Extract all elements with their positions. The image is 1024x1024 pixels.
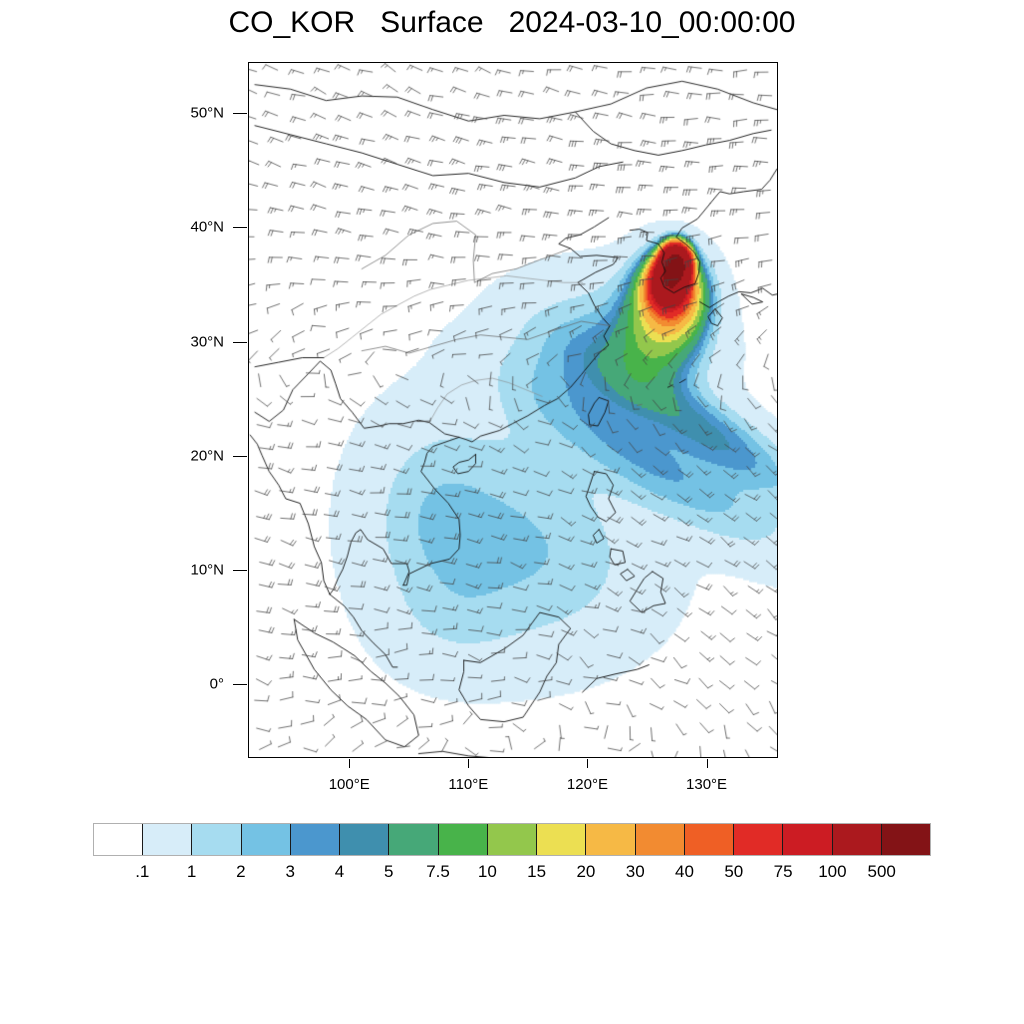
- colorbar-bin: [94, 824, 144, 855]
- colorbar-tick-label: 40: [675, 862, 694, 881]
- longitude-tick-label: 110°E: [448, 776, 489, 793]
- colorbar-tick-label: 30: [625, 862, 645, 881]
- page-title: CO_KOR Surface 2024-03-10_00:00:00: [228, 6, 796, 39]
- colorbar-bin: [389, 824, 439, 855]
- latitude-tick-mark: [233, 113, 247, 115]
- latitude-tick-label: 10°N: [190, 561, 224, 579]
- colorbar-bin: [881, 824, 930, 855]
- co-concentration-heatmap-canvas: [249, 63, 777, 757]
- colorbar-bin: [635, 824, 685, 855]
- latitude-tick-label: 50°N: [190, 104, 224, 122]
- longitude-tick-label: 130°E: [686, 776, 728, 793]
- latitude-tick-label: 30°N: [190, 333, 224, 351]
- colorbar-tick-label: 7.5: [426, 862, 450, 881]
- colorbar-tick-label: 50: [724, 862, 744, 881]
- colorbar-tick-label: .1: [135, 862, 150, 881]
- colorbar-tick-label: 20: [576, 862, 596, 881]
- colorbar-bin: [832, 824, 882, 855]
- colorbar-tick-label: 1: [186, 862, 197, 881]
- colorbar-bin: [684, 824, 735, 855]
- colorbar-tick-label: 100: [818, 862, 847, 881]
- colorbar-tick-label: 500: [867, 862, 896, 881]
- latitude-tick-mark: [233, 341, 247, 343]
- latitude-tick-mark: [233, 227, 247, 229]
- latitude-tick-mark: [233, 455, 247, 457]
- longitude-tick-label: 100°E: [328, 776, 370, 793]
- colorbar-bin: [487, 824, 538, 855]
- colorbar-tick-label: 10: [477, 862, 497, 881]
- longitude-tick-mark: [587, 759, 589, 768]
- map-plot-area[interactable]: [248, 62, 778, 758]
- latitude-tick-label: 20°N: [190, 447, 224, 465]
- longitude-tick-mark: [349, 759, 351, 768]
- colorbar-tick-label: 5: [384, 862, 394, 881]
- latitude-tick-label: 40°N: [190, 218, 224, 236]
- colorbar-tick-label: 2: [236, 862, 246, 881]
- colorbar-bin: [241, 824, 291, 855]
- colorbar: [93, 823, 931, 856]
- latitude-tick-label: 0°: [209, 675, 224, 693]
- latitude-tick-mark: [233, 683, 247, 685]
- colorbar-bin: [783, 824, 833, 855]
- colorbar-bin: [734, 824, 784, 855]
- colorbar-tick-label: 75: [773, 862, 793, 881]
- longitude-tick-mark: [468, 759, 470, 768]
- colorbar-bin: [537, 824, 587, 855]
- longitude-tick-label: 120°E: [566, 776, 608, 793]
- colorbar-tick-label: 15: [527, 862, 547, 881]
- colorbar-tick-label: 4: [334, 862, 345, 881]
- colorbar-tick-labels: .1 1 2 3 4 5 7.5 10 15 20 30 40 50 75 100 500: [93, 862, 931, 890]
- colorbar-bin: [586, 824, 636, 855]
- longitude-tick-mark: [706, 759, 708, 768]
- colorbar-bin: [143, 824, 193, 855]
- colorbar-bin: [340, 824, 390, 855]
- colorbar-bin: [192, 824, 242, 855]
- colorbar-bin: [438, 824, 488, 855]
- colorbar-tick-label: 3: [285, 862, 295, 881]
- latitude-tick-mark: [233, 569, 247, 571]
- colorbar-bin: [290, 824, 341, 855]
